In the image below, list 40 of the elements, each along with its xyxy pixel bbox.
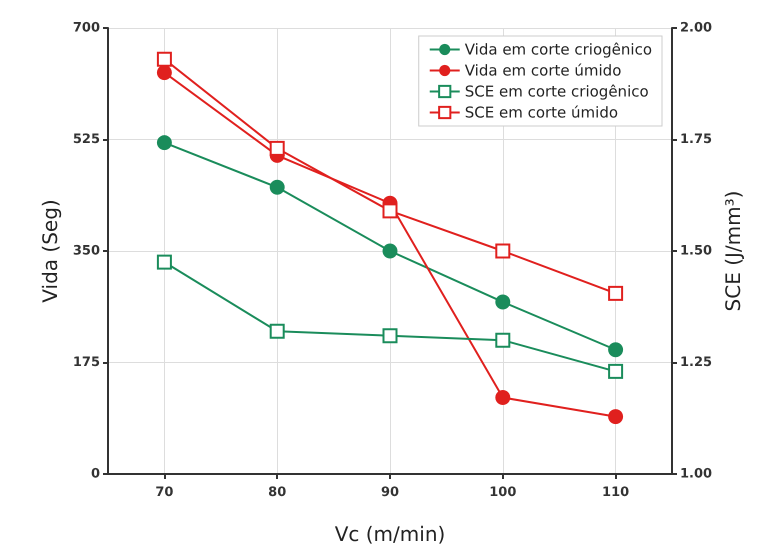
y-tick-label: 525: [72, 132, 100, 147]
point: [270, 180, 285, 195]
point: [495, 390, 510, 406]
legend-label: Vida em corte úmido: [464, 62, 622, 80]
point: [495, 244, 510, 258]
legend-label: SCE em corte úmido: [464, 104, 618, 122]
point: [382, 203, 398, 218]
point: [270, 140, 285, 156]
y2-tick-label: 1.50: [680, 244, 712, 258]
legend-label: Vida em corte criogênico: [464, 40, 652, 58]
point: [156, 52, 172, 67]
point: [495, 332, 510, 348]
point: [156, 254, 172, 270]
x-tick-label: 110: [602, 485, 630, 500]
x-axis-title: Vc (m/min): [334, 522, 446, 546]
y-tick-label: 700: [72, 20, 100, 36]
y2-axis-title: SCE (J/mm³): [720, 190, 745, 312]
legend-label: SCE em corte criogênico: [464, 82, 649, 100]
y-axis-title: Vida (Seg): [38, 199, 62, 303]
point: [382, 328, 398, 344]
point: [495, 294, 510, 310]
x-tick-label: 100: [489, 485, 516, 500]
point: [608, 342, 624, 358]
point: [608, 364, 624, 379]
x-tick-label: 80: [268, 485, 286, 500]
y2-tick-label: 1.00: [680, 466, 712, 482]
x-tick-label: 90: [380, 485, 400, 500]
y2-tick-label: 2.00: [680, 20, 712, 36]
point: [608, 409, 624, 424]
point: [382, 244, 398, 258]
y-tick-label: 0: [90, 466, 100, 482]
x-tick-label: 70: [155, 485, 174, 500]
y2-tick-label: 1.25: [680, 355, 712, 370]
point: [156, 135, 172, 150]
point: [608, 286, 624, 301]
y-tick-label: 175: [72, 355, 100, 370]
y-tick-label: 350: [72, 244, 100, 258]
point: [156, 65, 172, 80]
y2-tick-label: 1.75: [680, 132, 712, 147]
point: [270, 324, 285, 339]
